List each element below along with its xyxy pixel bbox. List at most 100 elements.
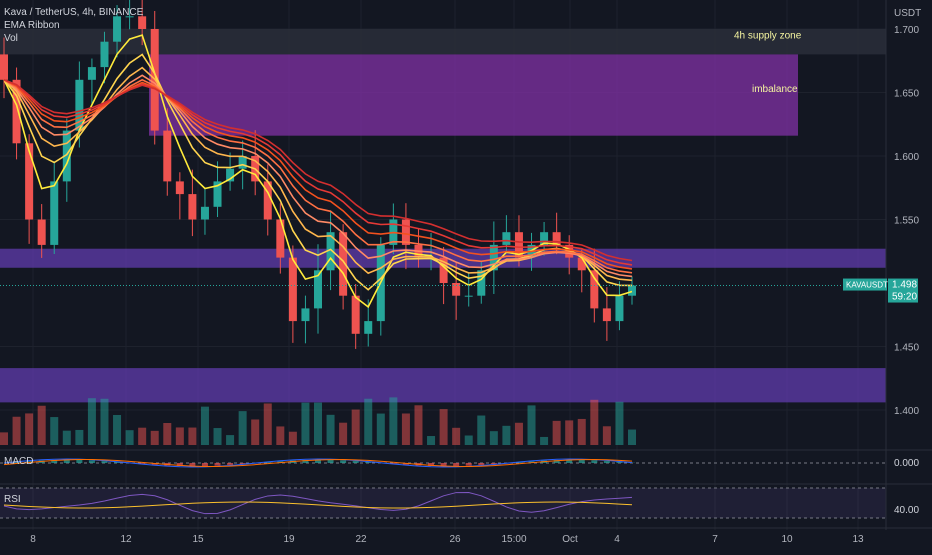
volume-bar <box>352 410 360 445</box>
volume-bar <box>427 436 435 445</box>
candle-body <box>452 283 460 296</box>
volume-bar <box>578 419 586 445</box>
volume-bar <box>540 437 548 445</box>
volume-bar <box>264 403 272 445</box>
candle-body <box>364 321 372 334</box>
ema-ribbon-label[interactable]: EMA Ribbon <box>4 19 143 32</box>
volume-bar <box>100 399 108 445</box>
candle-body <box>0 54 8 79</box>
candle-body <box>163 131 171 182</box>
volume-bar <box>214 428 222 445</box>
volume-bar <box>414 405 422 445</box>
volume-label[interactable]: Vol <box>4 32 143 45</box>
macd-histogram-bar <box>604 461 610 463</box>
volume-bar <box>615 402 623 445</box>
volume-bar <box>440 409 448 445</box>
price-axis-tick: 1.550 <box>894 216 919 227</box>
candle-body <box>38 220 46 245</box>
candle-body <box>603 308 611 321</box>
macd-label: MACD <box>4 456 33 467</box>
time-axis-tick: 19 <box>283 534 295 545</box>
macd-histogram-bar <box>89 460 95 463</box>
volume-bar <box>389 397 397 445</box>
volume-bar <box>502 426 510 445</box>
volume-bar <box>201 407 209 445</box>
candle-body <box>25 143 33 219</box>
time-axis-tick: 26 <box>449 534 461 545</box>
candle-body <box>301 308 309 321</box>
time-axis-tick: 8 <box>30 534 36 545</box>
volume-bar <box>163 423 171 445</box>
volume-bar <box>603 426 611 445</box>
volume-bar <box>276 426 284 445</box>
candle-body <box>590 270 598 308</box>
volume-bar <box>126 430 134 445</box>
volume-bar <box>490 431 498 445</box>
volume-bar <box>50 417 58 445</box>
zone-label: imbalance <box>752 84 798 95</box>
macd-histogram-bar <box>215 463 221 466</box>
candle-body <box>188 194 196 219</box>
volume-bar <box>327 415 335 445</box>
candle-body <box>628 286 636 296</box>
volume-bar <box>528 405 536 445</box>
volume-bar <box>0 432 8 445</box>
candle-body <box>100 42 108 67</box>
macd-histogram-bar <box>353 461 359 463</box>
candle-body <box>176 181 184 194</box>
candle-body <box>289 258 297 322</box>
volume-bar <box>113 415 121 445</box>
volume-bar <box>75 430 83 445</box>
rsi-band <box>0 488 886 518</box>
volume-bar <box>226 435 234 445</box>
volume-bar <box>452 428 460 445</box>
volume-bar <box>13 417 21 445</box>
volume-bar <box>515 423 523 445</box>
rsi-label: RSI <box>4 494 21 505</box>
zone-box[interactable] <box>149 54 798 135</box>
macd-axis-value: 0.000 <box>894 458 919 469</box>
time-axis-tick: 7 <box>712 534 718 545</box>
time-axis-tick: 22 <box>355 534 367 545</box>
volume-bar <box>289 432 297 445</box>
volume-bar <box>339 423 347 445</box>
price-axis-tick: 1.450 <box>894 343 919 354</box>
volume-bar <box>151 431 159 445</box>
macd-histogram-bar <box>579 460 585 463</box>
symbol-title[interactable]: Kava / TetherUS, 4h, BINANCE <box>4 6 143 19</box>
last-price-value: 1.498 <box>892 280 917 291</box>
macd-histogram-bar <box>466 463 472 466</box>
rsi-axis-value: 40.00 <box>894 505 919 516</box>
time-axis-tick: 13 <box>852 534 864 545</box>
countdown-value: 59:20 <box>892 292 917 303</box>
price-axis-tick: 1.400 <box>894 406 919 417</box>
volume-bar <box>239 411 247 445</box>
macd-histogram-bar <box>76 460 82 463</box>
volume-bar <box>314 403 322 445</box>
volume-bar <box>251 419 259 445</box>
volume-bar <box>477 416 485 445</box>
volume-bar <box>465 436 473 445</box>
candle-body <box>88 67 96 80</box>
candle-body <box>502 232 510 245</box>
time-axis-tick: 15:00 <box>501 534 526 545</box>
volume-bar <box>628 430 636 445</box>
time-axis-tick: 10 <box>781 534 793 545</box>
macd-histogram-bar <box>202 463 208 466</box>
volume-bar <box>138 428 146 445</box>
volume-bar <box>301 403 309 445</box>
chart-legend: Kava / TetherUS, 4h, BINANCE EMA Ribbon … <box>4 6 143 45</box>
volume-bar <box>590 400 598 445</box>
macd-histogram-bar <box>340 460 346 463</box>
price-axis-tick: 1.600 <box>894 152 919 163</box>
volume-bar <box>565 420 573 445</box>
macd-histogram-bar <box>478 463 484 465</box>
macd-histogram-bar <box>227 463 233 465</box>
zone-box[interactable] <box>0 368 886 402</box>
time-axis-tick: Oct <box>562 534 578 545</box>
candle-body <box>201 207 209 220</box>
volume-bar <box>377 414 385 445</box>
candle-body <box>352 296 360 334</box>
